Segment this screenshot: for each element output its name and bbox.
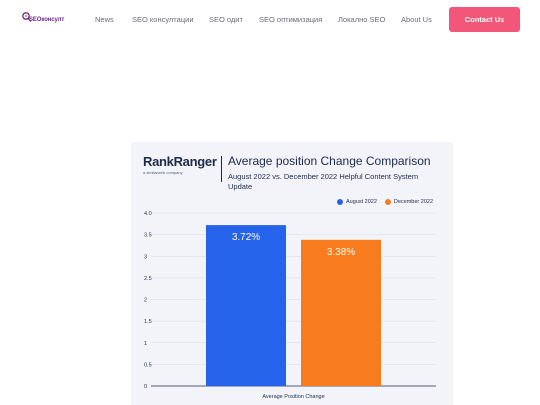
bar-december-2022 xyxy=(301,239,381,386)
y-tick-label: 1 xyxy=(144,341,147,347)
nav-item-news[interactable]: News xyxy=(95,15,114,24)
brand-name: RankRanger xyxy=(143,154,217,169)
y-tick-label: 2 xyxy=(144,298,147,304)
chart-title: Average position Change Comparison xyxy=(228,154,431,168)
legend-label-august: August 2022 xyxy=(346,199,377,205)
magnifier-logo-icon[interactable] xyxy=(21,11,65,29)
legend-dot-december xyxy=(384,199,391,205)
x-axis-label: Average Position Change xyxy=(262,394,324,400)
y-tick-label: 0 xyxy=(144,384,147,390)
chart-image-card: RankRanger a similarweb company Average … xyxy=(131,142,453,405)
nav-item-local-seo[interactable]: Локално SEO xyxy=(338,15,386,24)
legend-label-december: December 2022 xyxy=(393,199,434,205)
data-label-december-2022: 3.38% xyxy=(327,247,355,258)
legend-item-december: December 2022 xyxy=(384,199,434,205)
bar-august-2022 xyxy=(206,225,286,386)
y-tick-label: 0.5 xyxy=(144,362,152,368)
legend-item-august: August 2022 xyxy=(337,199,377,205)
contact-us-button[interactable]: Contact Us xyxy=(449,7,520,32)
y-tick-label: 4.0 xyxy=(144,211,152,217)
legend-dot-august xyxy=(337,199,343,205)
nav-item-seo-optimization[interactable]: SEO оптимизация xyxy=(259,15,323,24)
nav-item-about-us[interactable]: About Us xyxy=(401,15,432,24)
brand-subtitle: a similarweb company xyxy=(143,170,183,175)
chart-subtitle: August 2022 vs. December 2022 Helpful Co… xyxy=(228,172,419,191)
logo-text[interactable]: SEOконсулт xyxy=(29,17,65,23)
nav-item-seo-consultations[interactable]: SEO консултации xyxy=(132,15,194,24)
nav-item-seo-audit[interactable]: SEO одит xyxy=(209,15,243,24)
y-tick-label: 3.5 xyxy=(144,233,152,239)
y-tick-label: 2.5 xyxy=(144,276,152,282)
data-label-august-2022: 3.72% xyxy=(232,232,260,243)
brand-divider xyxy=(221,156,222,182)
y-tick-label: 3 xyxy=(144,254,147,260)
y-tick-label: 1.5 xyxy=(144,319,152,325)
chart-legend: August 2022 December 2022 xyxy=(337,199,441,205)
site-header: SEOконсулт News SEO консултации SEO одит… xyxy=(0,0,540,40)
bar-chart: 0 0.5 1 1.5 2 2.5 3 3.5 4.0 3.72% 3.38% Average Pos… xyxy=(144,211,436,400)
brand-block: RankRanger a similarweb company xyxy=(143,154,217,175)
